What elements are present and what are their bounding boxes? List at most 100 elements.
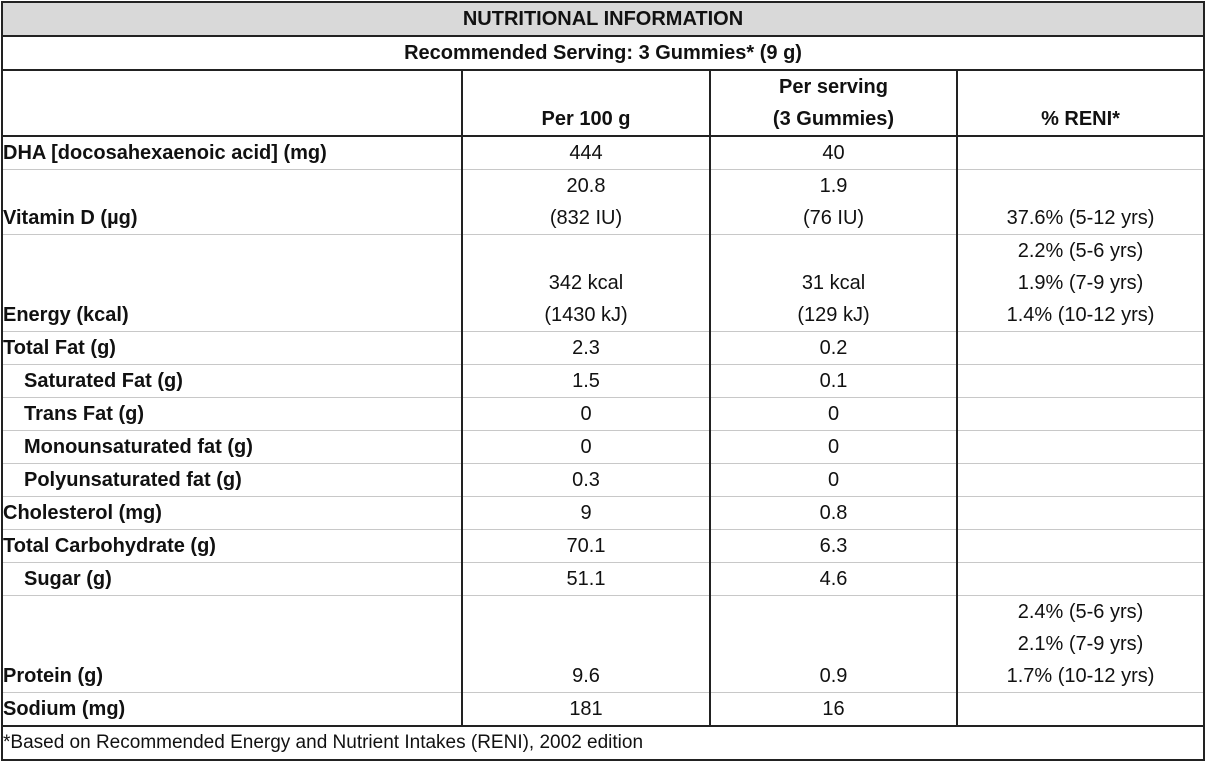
per-100g-value-line: 70.1 — [566, 535, 606, 557]
header-per-100g: Per 100 g — [461, 69, 711, 137]
table-row: Saturated Fat (g) 1.5 0.1 — [1, 364, 1205, 398]
per-serving-value-line: 0.1 — [819, 370, 848, 392]
per-serving-value: 0 — [710, 397, 958, 431]
reni-value-line: 2.2% (5-6 yrs) — [1017, 240, 1144, 262]
per-100g-value-line: 2.3 — [572, 337, 600, 359]
per-100g-value: 70.1 — [462, 529, 711, 563]
per-serving-value-line: (129 kJ) — [797, 304, 870, 326]
per-100g-value: 0 — [462, 430, 711, 464]
per-serving-value-line: 0 — [827, 403, 840, 425]
nutrient-label: Total Fat (g) — [1, 331, 463, 365]
table-row: Total Carbohydrate (g) 70.1 6.3 — [1, 529, 1205, 563]
reni-value — [957, 364, 1205, 398]
per-100g-value: 444 — [462, 136, 711, 170]
per-100g-value: 1.5 — [462, 364, 711, 398]
per-serving-value-line: 0 — [827, 469, 840, 491]
column-header-row: Per 100 g Per serving (3 Gummies) % RENI… — [1, 69, 1205, 137]
nutrient-label: Energy (kcal) — [1, 234, 463, 332]
reni-value-line: 1.9% (7-9 yrs) — [1017, 272, 1144, 294]
per-100g-value-line: 0 — [580, 403, 592, 425]
nutrient-label: Vitamin D (µg) — [1, 169, 463, 235]
per-serving-value-line: 31 kcal — [801, 272, 866, 294]
per-100g-value-line: (1430 kJ) — [544, 304, 628, 326]
nutrient-label: DHA [docosahexaenoic acid] (mg) — [1, 136, 463, 170]
per-serving-value-line: (76 IU) — [802, 207, 865, 229]
nutrient-label: Polyunsaturated fat (g) — [1, 463, 463, 497]
per-100g-value: 181 — [462, 692, 711, 727]
nutrient-label: Cholesterol (mg) — [1, 496, 463, 530]
per-serving-value-line: 0.2 — [819, 337, 848, 359]
reni-value — [957, 496, 1205, 530]
reni-value — [957, 692, 1205, 727]
per-serving-value-line: 16 — [822, 698, 845, 720]
table-row: Energy (kcal) 342 kcal (1430 kJ) 31 kcal (12… — [1, 234, 1205, 332]
footnote-row: *Based on Recommended Energy and Nutrien… — [0, 725, 1205, 761]
per-100g-value-line: 181 — [569, 698, 603, 720]
table-row: Sodium (mg) 181 16 — [1, 692, 1205, 727]
per-serving-value: 16 — [710, 692, 958, 727]
per-serving-value: 6.3 — [710, 529, 958, 563]
per-100g-value-line: 51.1 — [566, 568, 606, 590]
table-title: NUTRITIONAL INFORMATION — [0, 1, 1205, 37]
table-row: Cholesterol (mg) 9 0.8 — [1, 496, 1205, 530]
per-100g-value: 51.1 — [462, 562, 711, 596]
title-row: NUTRITIONAL INFORMATION — [0, 1, 1205, 37]
nutrient-label: Sodium (mg) — [1, 692, 463, 727]
per-100g-value-line: 1.5 — [572, 370, 600, 392]
table-row: Vitamin D (µg) 20.8 (832 IU) 1.9 (76 IU) 37.6… — [1, 169, 1205, 235]
per-serving-value: 0.2 — [710, 331, 958, 365]
reni-value: 2.4% (5-6 yrs) 2.1% (7-9 yrs) 1.7% (10-12 … — [957, 595, 1205, 693]
nutrient-label: Protein (g) — [1, 595, 463, 693]
reni-value: 37.6% (5-12 yrs) — [957, 169, 1205, 235]
nutrient-label: Monounsaturated fat (g) — [1, 430, 463, 464]
per-serving-value: 40 — [710, 136, 958, 170]
reni-value-line: 1.7% (10-12 yrs) — [1006, 665, 1155, 687]
serving-row: Recommended Serving: 3 Gummies* (9 g) — [0, 35, 1205, 71]
footnote: *Based on Recommended Energy and Nutrien… — [0, 725, 1205, 761]
reni-value — [957, 397, 1205, 431]
per-serving-value-line: 0 — [827, 436, 840, 458]
per-serving-value: 0.9 — [710, 595, 958, 693]
header-per-serving: Per serving (3 Gummies) — [709, 69, 958, 137]
per-100g-value-line: 0 — [580, 436, 592, 458]
header-per-serving-line1: Per serving — [779, 76, 888, 98]
nutrient-label: Trans Fat (g) — [1, 397, 463, 431]
reni-value-line: 37.6% (5-12 yrs) — [1006, 207, 1155, 229]
serving-size: Recommended Serving: 3 Gummies* (9 g) — [0, 35, 1205, 71]
per-100g-value: 2.3 — [462, 331, 711, 365]
per-100g-value-line: 9 — [580, 502, 592, 524]
per-100g-value-line: 20.8 — [566, 175, 606, 197]
per-serving-value: 0 — [710, 430, 958, 464]
per-serving-value: 0.1 — [710, 364, 958, 398]
nutrient-label: Saturated Fat (g) — [1, 364, 463, 398]
per-100g-value: 0.3 — [462, 463, 711, 497]
reni-value: 2.2% (5-6 yrs) 1.9% (7-9 yrs) 1.4% (10-12 … — [957, 234, 1205, 332]
per-100g-value: 9.6 — [462, 595, 711, 693]
reni-value — [957, 430, 1205, 464]
reni-value — [957, 562, 1205, 596]
per-serving-value-line: 0.9 — [819, 665, 848, 687]
table-row: Protein (g) 9.6 0.9 2.4% (5-6 yrs) 2.1% (7-9… — [1, 595, 1205, 693]
per-serving-value-line: 4.6 — [819, 568, 848, 590]
per-100g-value-line: 9.6 — [572, 665, 600, 687]
per-100g-value-line: (832 IU) — [549, 207, 623, 229]
reni-value — [957, 331, 1205, 365]
table-row: Polyunsaturated fat (g) 0.3 0 — [1, 463, 1205, 497]
per-100g-value: 0 — [462, 397, 711, 431]
table-row: Trans Fat (g) 0 0 — [1, 397, 1205, 431]
reni-value — [957, 463, 1205, 497]
per-serving-value: 4.6 — [710, 562, 958, 596]
header-per-serving-line2: (3 Gummies) — [772, 108, 895, 130]
table-row: Sugar (g) 51.1 4.6 — [1, 562, 1205, 596]
header-reni: % RENI* — [955, 69, 1205, 137]
reni-value — [957, 136, 1205, 170]
per-100g-value: 20.8 (832 IU) — [462, 169, 711, 235]
per-100g-value: 342 kcal (1430 kJ) — [462, 234, 711, 332]
per-serving-value-line: 40 — [822, 142, 845, 164]
reni-value-line: 2.4% (5-6 yrs) — [1017, 601, 1144, 623]
nutrient-label: Sugar (g) — [1, 562, 463, 596]
table-row: Total Fat (g) 2.3 0.2 — [1, 331, 1205, 365]
per-serving-value-line: 6.3 — [819, 535, 848, 557]
per-serving-value: 0.8 — [710, 496, 958, 530]
